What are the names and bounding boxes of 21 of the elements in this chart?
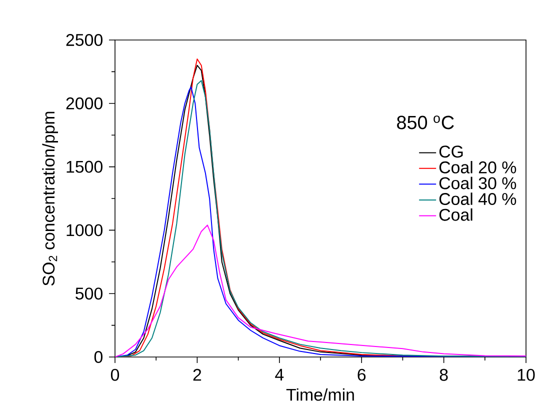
legend-label: Coal bbox=[439, 208, 472, 221]
annotation: 850 $^{o}$C bbox=[397, 116, 454, 130]
line-series bbox=[115, 224, 526, 357]
y-tick-label: 2500 bbox=[66, 34, 102, 46]
x-tick-label: 2 bbox=[193, 368, 202, 381]
x-tick-label: 8 bbox=[440, 368, 448, 381]
legend-label: Coal 30 % bbox=[439, 176, 516, 190]
y-axis-title: SO$_{2}$ concentration/ppm bbox=[42, 112, 58, 286]
y-tick-label: 1000 bbox=[66, 224, 102, 236]
x-tick-label: 10 bbox=[518, 368, 535, 381]
y-tick-label: 0 bbox=[94, 351, 102, 363]
x-tick-label: 4 bbox=[275, 368, 284, 380]
legend-label: Coal 20 % bbox=[439, 160, 516, 174]
legend-label: Coal 40 % bbox=[439, 192, 516, 206]
y-tick-label: 2000 bbox=[66, 97, 102, 110]
y-tick-label: 500 bbox=[76, 288, 102, 300]
legend-label: CG bbox=[439, 146, 463, 158]
x-axis-title: Time/min bbox=[286, 388, 354, 401]
y-tick-label: 1500 bbox=[66, 160, 102, 173]
x-tick-label: 0 bbox=[110, 368, 120, 381]
x-tick-label: 6 bbox=[358, 368, 366, 381]
